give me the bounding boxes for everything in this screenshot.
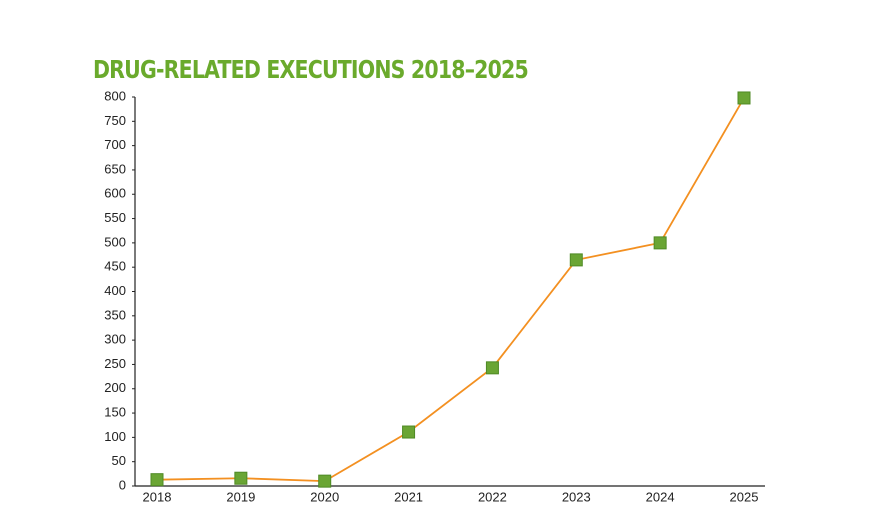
y-tick-label: 600 — [104, 186, 126, 201]
y-tick-label: 400 — [104, 283, 126, 298]
y-tick-label: 50 — [112, 453, 126, 468]
y-tick-label: 350 — [104, 307, 126, 322]
y-tick-label: 100 — [104, 429, 126, 444]
x-tick-label: 2022 — [478, 489, 507, 504]
y-tick-label: 500 — [104, 234, 126, 249]
x-tick-label: 2019 — [226, 489, 255, 504]
y-tick-label: 250 — [104, 356, 126, 371]
data-marker — [318, 474, 332, 488]
y-tick-label: 750 — [104, 113, 126, 128]
x-tick-label: 2023 — [562, 489, 591, 504]
data-marker — [234, 471, 248, 485]
y-tick-label: 650 — [104, 161, 126, 176]
x-tick-label: 2021 — [394, 489, 423, 504]
data-marker — [653, 236, 667, 250]
data-marker — [485, 361, 499, 375]
data-marker — [737, 91, 751, 105]
y-tick-label: 0 — [119, 477, 126, 492]
y-tick-label: 550 — [104, 210, 126, 225]
y-tick-label: 450 — [104, 259, 126, 274]
data-marker — [150, 473, 164, 487]
y-tick-label: 300 — [104, 332, 126, 347]
y-tick-label: 800 — [104, 88, 126, 103]
data-marker — [569, 253, 583, 267]
y-tick-label: 150 — [104, 405, 126, 420]
y-tick-label: 200 — [104, 380, 126, 395]
x-tick-label: 2020 — [310, 489, 339, 504]
data-line — [156, 97, 745, 483]
x-tick-label: 2018 — [143, 489, 172, 504]
x-tick-label: 2024 — [646, 489, 675, 504]
x-tick-label: 2025 — [730, 489, 759, 504]
y-tick-label: 700 — [104, 137, 126, 152]
chart-title: DRUG-RELATED EXECUTIONS 2018–2025 — [93, 56, 528, 84]
data-marker — [402, 425, 416, 439]
